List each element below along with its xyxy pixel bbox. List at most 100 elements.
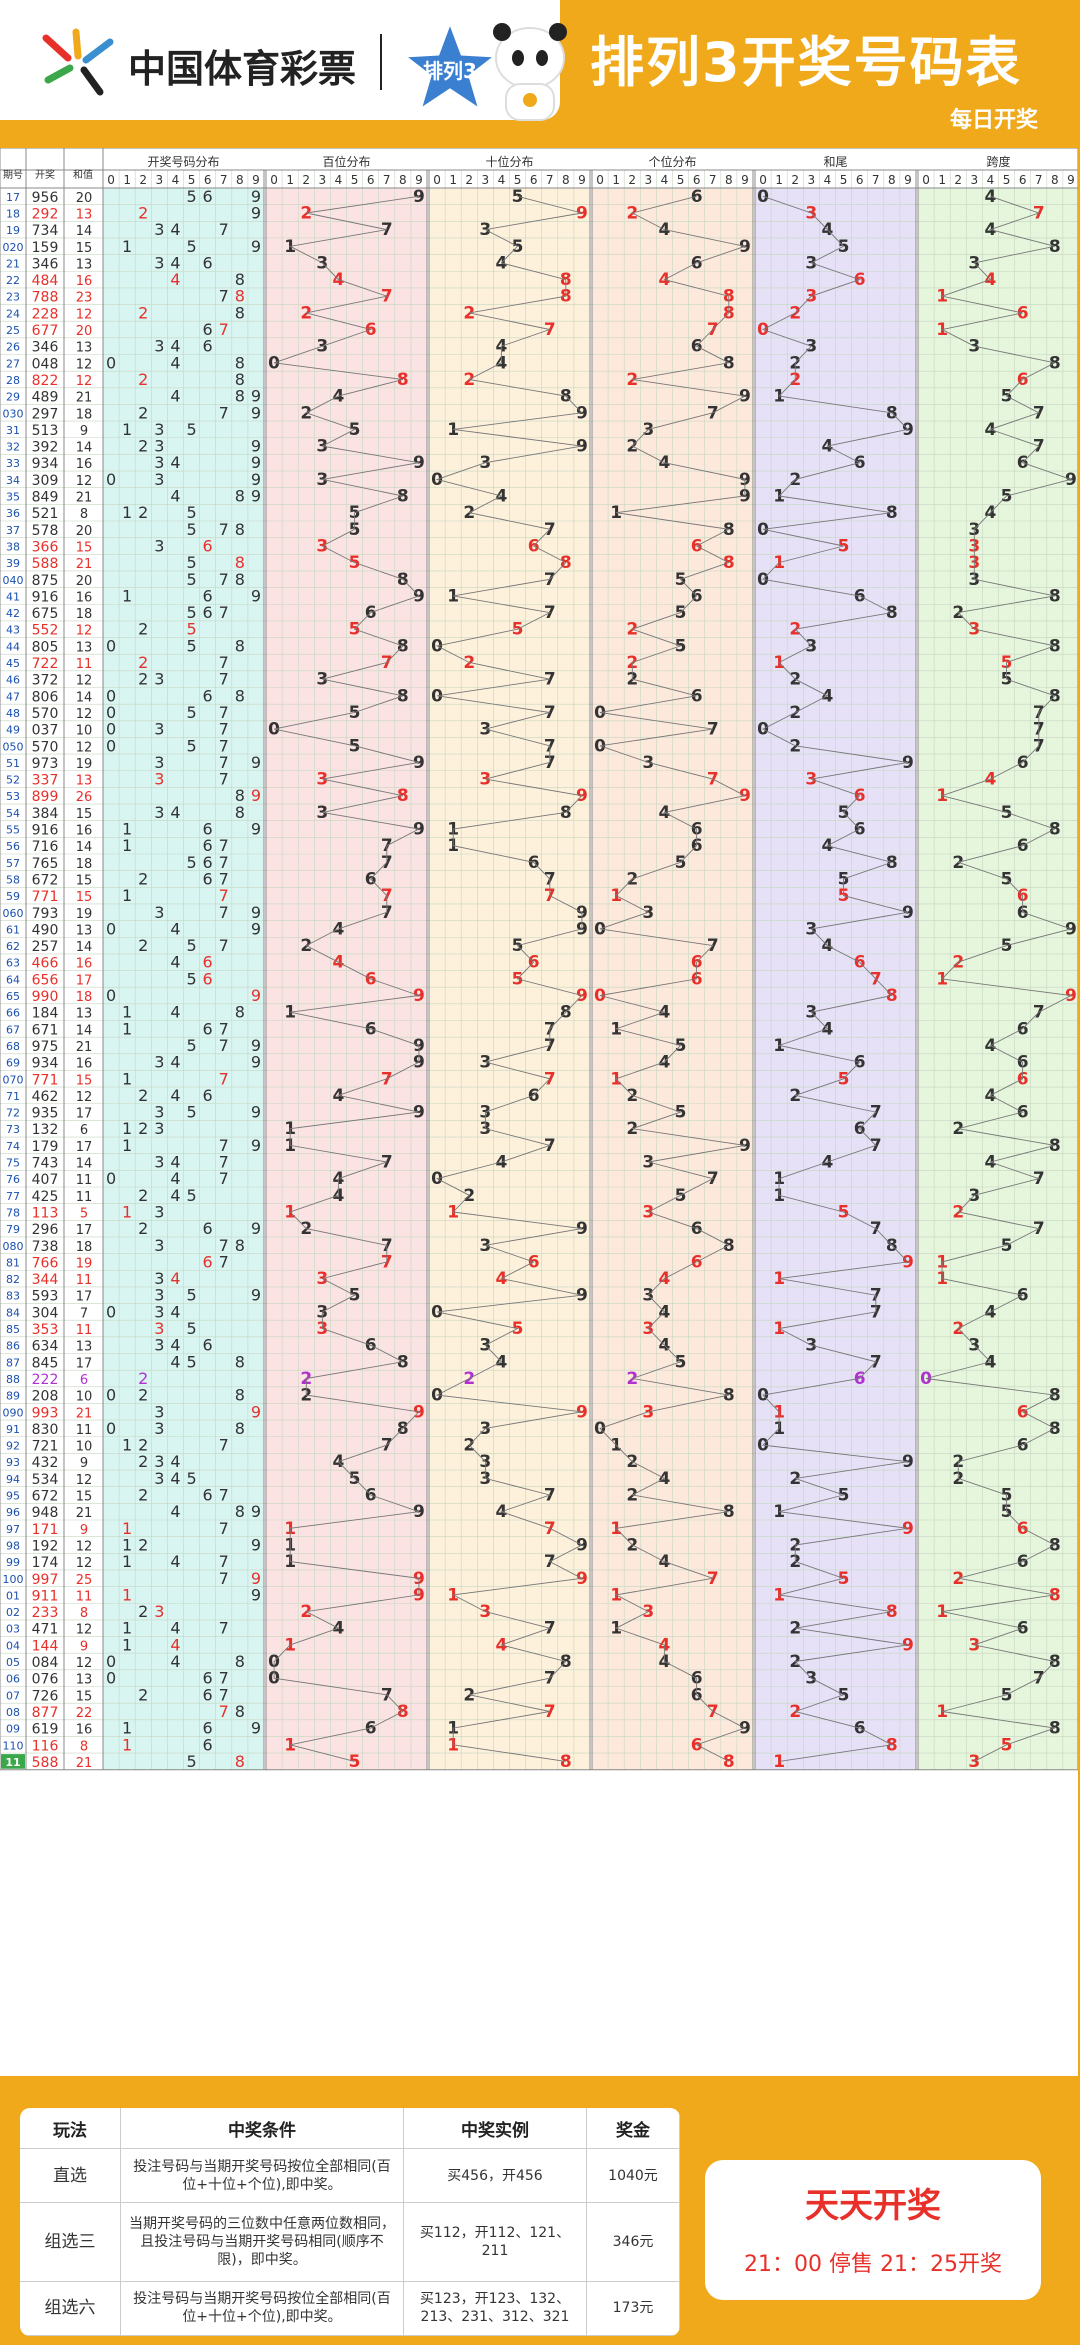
period-label: 64 xyxy=(6,973,20,986)
sum-label: 14 xyxy=(76,224,93,239)
units-point: 2 xyxy=(626,620,638,640)
draw-label: 132 xyxy=(32,1122,59,1138)
dist-digit: 0 xyxy=(106,686,116,705)
sum-label: 10 xyxy=(76,724,93,739)
period-label: 77 xyxy=(6,1190,20,1203)
dist-digit: 9 xyxy=(251,1286,261,1305)
sumtail-point: 6 xyxy=(854,1369,866,1389)
tens-point: 6 xyxy=(528,1252,540,1272)
period-label: 110 xyxy=(3,1739,24,1752)
hundreds-point: 9 xyxy=(413,1502,425,1522)
dist-digit: 2 xyxy=(138,1119,148,1138)
tens-point: 3 xyxy=(479,1119,491,1139)
sum-label: 12 xyxy=(76,624,93,639)
header-digit: 5 xyxy=(351,173,359,187)
sum-label: 12 xyxy=(76,1090,93,1105)
dist-digit: 4 xyxy=(170,1053,180,1072)
dist-digit: 8 xyxy=(235,270,245,289)
units-point: 3 xyxy=(642,903,654,923)
draw-label: 975 xyxy=(32,1039,59,1055)
header-digit: 0 xyxy=(270,173,278,187)
dist-digit: 2 xyxy=(138,503,148,522)
period-label: 73 xyxy=(6,1123,20,1136)
period-label: 27 xyxy=(6,357,20,370)
header-period: 期号 xyxy=(3,169,23,181)
draw-label: 037 xyxy=(32,723,59,739)
dist-digit: 6 xyxy=(203,320,213,339)
dist-digit: 6 xyxy=(203,686,213,705)
header-digit: 8 xyxy=(562,173,570,187)
dist-digit: 6 xyxy=(203,536,213,555)
hundreds-point: 0 xyxy=(268,1669,280,1689)
draw-label: 578 xyxy=(32,523,59,539)
period-label: 020 xyxy=(3,241,24,254)
span-point: 2 xyxy=(952,1469,964,1489)
period-label: 17 xyxy=(6,191,20,204)
period-label: 48 xyxy=(6,707,20,720)
span-point: 6 xyxy=(1017,1019,1029,1039)
sum-label: 10 xyxy=(76,1440,93,1455)
hundreds-point: 4 xyxy=(333,1186,345,1206)
draw-label: 570 xyxy=(32,706,59,722)
dist-digit: 9 xyxy=(251,586,261,605)
dist-digit: 3 xyxy=(154,753,164,772)
sum-label: 13 xyxy=(76,207,93,222)
header-digit: 1 xyxy=(123,173,131,187)
draw-label: 432 xyxy=(32,1455,59,1471)
units-point: 3 xyxy=(642,753,654,773)
dist-digit: 3 xyxy=(154,1286,164,1305)
span-point: 4 xyxy=(985,1352,997,1372)
units-point: 7 xyxy=(707,1569,719,1589)
sumtail-point: 2 xyxy=(789,736,801,756)
draw-label: 948 xyxy=(32,1505,59,1521)
sumtail-point: 9 xyxy=(902,1519,914,1539)
units-point: 0 xyxy=(594,703,606,723)
period-label: 060 xyxy=(3,907,24,920)
sumtail-point: 6 xyxy=(854,820,866,840)
span-point: 6 xyxy=(1017,1286,1029,1306)
tens-point: 3 xyxy=(479,1602,491,1622)
sumtail-point: 2 xyxy=(789,1552,801,1572)
dist-digit: 2 xyxy=(138,936,148,955)
header-digit: 6 xyxy=(367,173,375,187)
span-point: 1 xyxy=(936,1269,948,1289)
tens-point: 0 xyxy=(431,470,443,490)
sum-label: 22 xyxy=(76,1706,93,1721)
draw-label: 765 xyxy=(32,856,59,872)
span-point: 2 xyxy=(952,1202,964,1222)
tens-point: 3 xyxy=(479,770,491,790)
dist-digit: 3 xyxy=(154,803,164,822)
header-digit: 9 xyxy=(1067,173,1075,187)
draw-label: 076 xyxy=(32,1672,59,1688)
units-point: 9 xyxy=(739,387,751,407)
sumtail-trend-line xyxy=(761,195,909,1762)
span-point: 3 xyxy=(968,337,980,357)
units-point: 1 xyxy=(610,1019,622,1039)
header-digit: 6 xyxy=(530,173,538,187)
hundreds-point: 1 xyxy=(284,1735,296,1755)
units-point: 0 xyxy=(594,919,606,939)
hundreds-point: 3 xyxy=(316,770,328,790)
dist-digit: 8 xyxy=(235,1386,245,1405)
tens-point: 5 xyxy=(512,187,524,207)
header-digit: 7 xyxy=(1035,173,1043,187)
span-point: 8 xyxy=(1049,1386,1061,1406)
draw-label: 726 xyxy=(32,1688,59,1704)
units-point: 5 xyxy=(675,603,687,623)
dist-digit: 4 xyxy=(170,919,180,938)
period-label: 33 xyxy=(6,457,20,470)
period-label: 18 xyxy=(6,207,20,220)
draw-label: 793 xyxy=(32,906,59,922)
dist-digit: 6 xyxy=(203,1486,213,1505)
header-digit: 8 xyxy=(1051,173,1059,187)
draw-label: 344 xyxy=(32,1272,59,1288)
dist-digit: 9 xyxy=(251,1719,261,1738)
header-sumtail: 和尾 xyxy=(823,155,847,169)
sumtail-point: 5 xyxy=(838,1486,850,1506)
sum-label: 14 xyxy=(76,1157,93,1172)
draw-label: 228 xyxy=(32,306,59,322)
units-point: 2 xyxy=(626,1452,638,1472)
draw-label: 513 xyxy=(32,423,59,439)
header-digit: 2 xyxy=(954,173,962,187)
hundreds-point: 5 xyxy=(349,703,361,723)
